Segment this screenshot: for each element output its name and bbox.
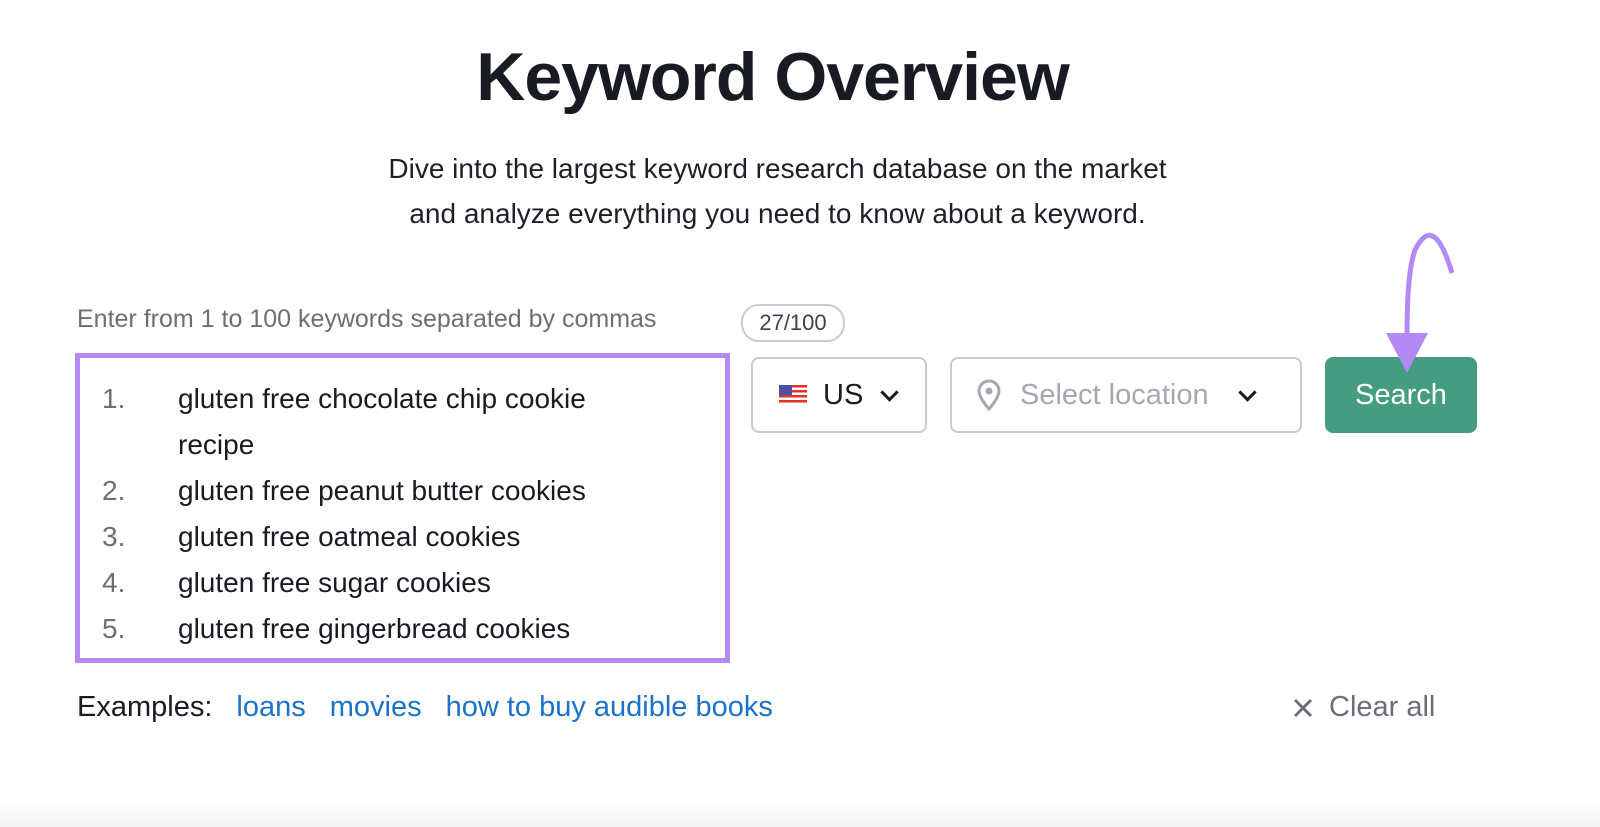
input-hint: Enter from 1 to 100 keywords separated b… <box>77 305 657 333</box>
keyword-item: gluten free gingerbread cookies <box>178 613 571 644</box>
keyword-item-continued: recipe <box>178 429 255 460</box>
keywords-textarea[interactable]: 1. gluten free chocolate chip cookie rec… <box>75 353 730 663</box>
keyword-item: gluten free peanut butter cookies <box>178 475 586 506</box>
subtitle-line-2: and analyze everything you need to know … <box>409 198 1146 229</box>
subtitle-line-1: Dive into the largest keyword research d… <box>388 153 1167 184</box>
location-placeholder: Select location <box>1020 378 1209 411</box>
us-flag-icon <box>779 385 807 405</box>
example-link-loans[interactable]: loans <box>236 691 306 723</box>
example-link-movies[interactable]: movies <box>329 691 422 723</box>
page-title: Keyword Overview <box>476 39 1069 115</box>
list-number: 3. <box>102 521 126 552</box>
chevron-down-icon <box>1237 382 1257 402</box>
bottom-edge <box>0 800 1600 827</box>
list-number: 5. <box>102 613 126 644</box>
clear-all-button[interactable]: Clear all <box>1293 691 1435 724</box>
list-number: 1. <box>102 383 126 414</box>
arrow-annotation-icon <box>1386 233 1455 373</box>
keyword-item: gluten free oatmeal cookies <box>178 521 521 552</box>
chevron-down-icon <box>880 382 899 402</box>
location-select[interactable]: Select location <box>950 357 1302 433</box>
keyword-item: gluten free chocolate chip cookie <box>178 383 586 414</box>
country-select[interactable]: US <box>751 357 927 433</box>
keyword-counter: 27/100 <box>741 304 845 342</box>
examples-row: Examples: loans movies how to buy audibl… <box>77 691 773 724</box>
clear-all-label: Clear all <box>1329 691 1436 723</box>
list-number: 2. <box>102 475 126 506</box>
close-icon <box>1293 698 1313 717</box>
example-link-audible[interactable]: how to buy audible books <box>445 691 773 723</box>
location-pin-icon <box>977 379 1001 411</box>
search-button[interactable]: Search <box>1325 357 1477 433</box>
keyword-item: gluten free sugar cookies <box>178 567 491 598</box>
list-number: 4. <box>102 567 126 598</box>
country-value: US <box>823 378 864 411</box>
examples-label: Examples: <box>77 691 213 723</box>
